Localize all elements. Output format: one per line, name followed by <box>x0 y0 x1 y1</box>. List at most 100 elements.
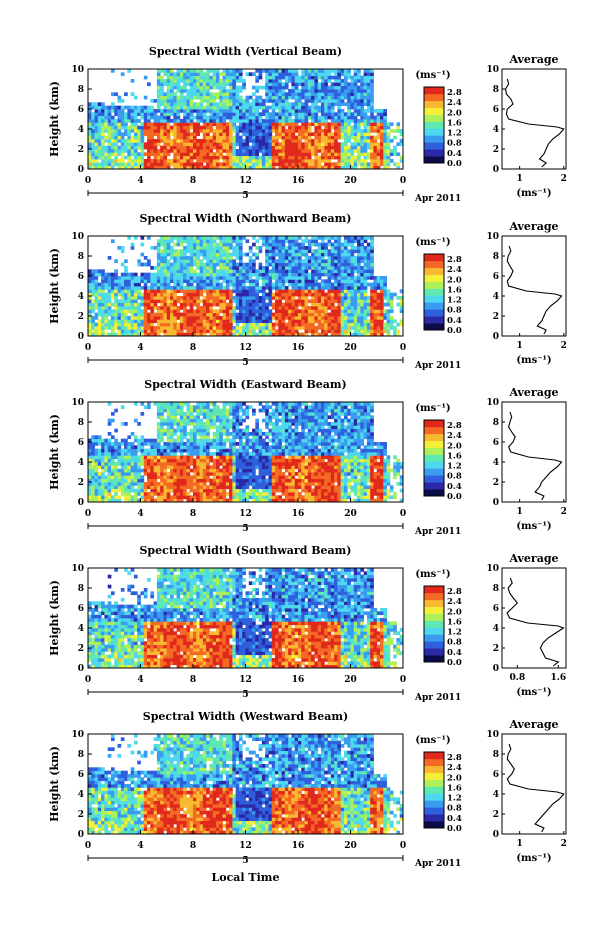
heatmap-cell <box>196 276 200 280</box>
heatmap-cell <box>110 472 115 476</box>
heatmap-cell <box>222 105 227 110</box>
heatmap-cell <box>288 302 292 307</box>
heatmap-cell <box>225 129 230 133</box>
heatmap-cell <box>153 115 158 120</box>
heatmap-cell <box>235 292 240 297</box>
heatmap-cell <box>327 132 332 137</box>
heatmap-cell <box>193 296 197 300</box>
heatmap-cell <box>298 256 302 260</box>
heatmap-cell <box>330 75 335 80</box>
heatmap-cell <box>298 332 302 337</box>
heatmap-cell <box>399 309 404 314</box>
heatmap-cell <box>261 319 266 324</box>
heatmap-cell <box>311 119 315 123</box>
heatmap-cell <box>173 292 177 297</box>
heatmap-cell <box>291 75 296 80</box>
heatmap-cell <box>334 139 338 143</box>
heatmap-cell <box>252 242 256 247</box>
heatmap-cell <box>258 266 263 270</box>
heatmap-cell <box>347 302 351 307</box>
heatmap-cell <box>199 159 204 163</box>
heatmap-cell <box>284 152 289 157</box>
heatmap-cell <box>202 132 207 137</box>
heatmap-cell <box>235 142 240 147</box>
heatmap-cell <box>337 79 342 83</box>
heatmap-cell <box>202 249 207 254</box>
heatmap-cell <box>317 145 322 150</box>
heatmap-cell <box>186 236 191 240</box>
heatmap-cell <box>206 145 210 150</box>
heatmap-cell <box>130 119 135 123</box>
heatmap-cell <box>170 92 174 97</box>
heatmap-cell <box>160 316 164 320</box>
heatmap-cell <box>242 266 246 270</box>
heatmap-cell <box>324 129 328 133</box>
heatmap-cell <box>206 296 210 300</box>
heatmap-cell <box>94 119 99 123</box>
heatmap-cell <box>179 149 184 153</box>
heatmap-cell <box>334 282 338 287</box>
colorbar-label: 2.4 <box>447 98 462 108</box>
heatmap-cell <box>232 165 237 170</box>
heatmap-cell <box>301 155 305 160</box>
heatmap-cell <box>170 75 174 80</box>
heatmap-cell <box>284 259 289 264</box>
heatmap-cell <box>232 125 237 130</box>
heatmap-cell <box>110 272 115 277</box>
heatmap-cell <box>330 119 335 123</box>
heatmap-cell <box>196 239 200 244</box>
heatmap-cell <box>229 132 233 137</box>
heatmap-cell <box>317 165 322 170</box>
heatmap-cell <box>301 112 305 117</box>
heatmap-cell <box>366 85 371 90</box>
heatmap-cell <box>307 72 312 77</box>
heatmap-cell <box>186 99 191 103</box>
heatmap-cell <box>117 485 122 490</box>
heatmap-cell <box>117 276 122 280</box>
heatmap-cell <box>271 282 276 287</box>
heatmap-cell <box>199 119 204 123</box>
heatmap-cell <box>173 242 177 247</box>
heatmap-cell <box>301 165 305 170</box>
heatmap-cell <box>350 266 355 270</box>
heatmap-cell <box>215 249 220 254</box>
heatmap-cell <box>110 322 115 327</box>
heatmap-cell <box>104 155 109 160</box>
heatmap-cell <box>147 139 151 143</box>
heatmap-cell <box>311 279 315 284</box>
heatmap-cell <box>150 282 155 287</box>
heatmap-cell <box>281 259 286 264</box>
heatmap-cell <box>291 129 296 133</box>
heatmap-cell <box>291 155 296 160</box>
heatmap-cell <box>291 302 296 307</box>
heatmap-cell <box>176 239 181 244</box>
heatmap-cell <box>383 289 387 294</box>
heatmap-cell <box>156 306 161 310</box>
heatmap-cell <box>219 105 223 110</box>
heatmap-cell <box>304 266 309 270</box>
heatmap-cell <box>189 259 194 264</box>
heatmap-cell <box>265 249 269 254</box>
heatmap-cell <box>215 142 220 147</box>
heatmap-cell <box>304 162 309 167</box>
heatmap-cell <box>156 75 161 80</box>
heatmap-cell <box>97 145 102 150</box>
heatmap-cell <box>307 329 312 334</box>
heatmap-cell <box>380 299 384 304</box>
heatmap-cell <box>114 495 118 500</box>
heatmap-cell <box>153 326 158 330</box>
heatmap-cell <box>94 129 99 133</box>
heatmap-cell <box>209 259 214 264</box>
heatmap-cell <box>176 72 181 77</box>
heatmap-cell <box>360 105 365 110</box>
heatmap-cell <box>281 109 286 113</box>
heatmap-cell <box>212 252 217 257</box>
heatmap-cell <box>212 109 217 113</box>
heatmap-cell <box>357 252 361 257</box>
heatmap-cell <box>176 262 181 267</box>
heatmap-cell <box>166 142 171 147</box>
heatmap-cell <box>219 282 223 287</box>
heatmap-cell <box>156 105 161 110</box>
heatmap-cell <box>393 332 397 337</box>
heatmap-cell <box>209 329 214 334</box>
